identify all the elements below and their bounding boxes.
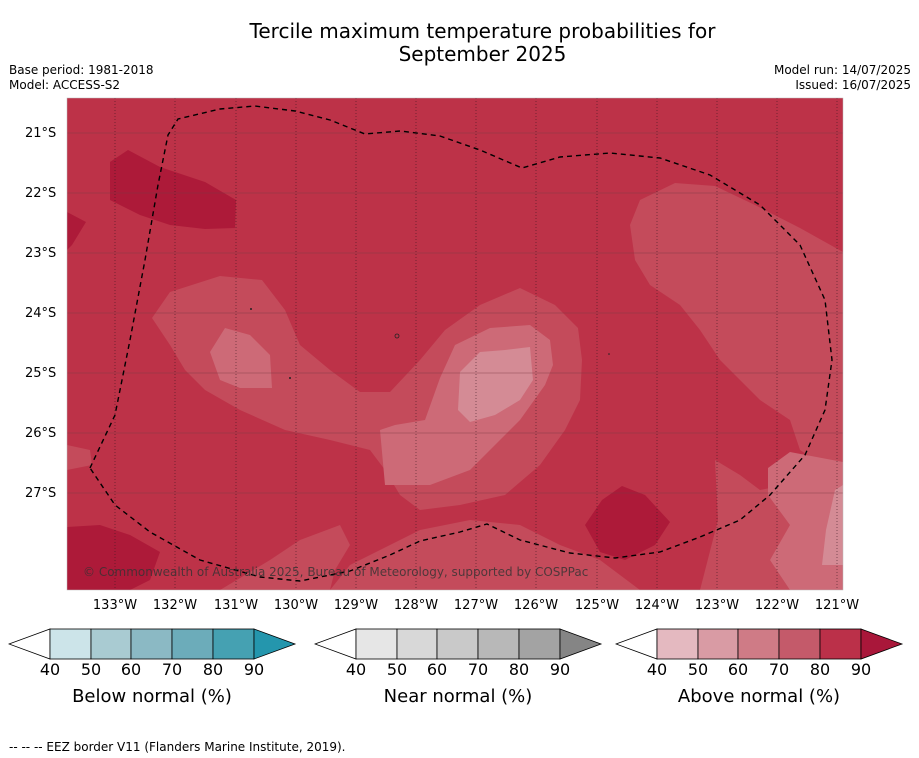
lon-label: 131°W	[213, 598, 259, 613]
title-line-2: September 2025	[398, 42, 567, 66]
cbar-near-over	[559, 628, 603, 660]
lon-label: 132°W	[152, 598, 198, 613]
cbar-tick: 40	[646, 660, 668, 679]
lat-label: 23°S	[25, 246, 57, 261]
graticule	[67, 132, 843, 494]
colorbar-title-below: Below normal (%)	[72, 686, 232, 707]
cbar-tick: 60	[426, 660, 448, 679]
lat-label: 25°S	[25, 366, 57, 381]
lat-label: 21°S	[25, 126, 57, 141]
cbar-tick: 50	[80, 660, 102, 679]
level-50-center-core	[458, 347, 533, 422]
cbar-tick: 70	[161, 660, 183, 679]
copyright-credit: © Commonwealth of Australia 2025, Bureau…	[83, 565, 589, 579]
level-90-patch-southwest	[67, 525, 160, 590]
cbar-below-under	[8, 628, 51, 660]
cbar-tick: 60	[120, 660, 142, 679]
level-70-south-strip	[330, 520, 640, 590]
cbar-tick: 90	[549, 660, 571, 679]
level-90-patch-northwest	[110, 150, 236, 229]
cbar-below-seg	[49, 628, 92, 660]
colorbar-below-normal	[8, 628, 297, 660]
colorbar-title-above: Above normal (%)	[677, 686, 841, 707]
chart-title: Tercile maximum temperature probabilitie…	[0, 20, 919, 66]
meridians	[114, 98, 838, 590]
model-run: Model run: 14/07/2025	[773, 63, 911, 77]
level-50-southeast-edge	[822, 485, 843, 565]
cbar-above-seg	[819, 628, 862, 660]
lat-label: 27°S	[25, 486, 57, 501]
cbar-tick: 40	[345, 660, 367, 679]
lon-label: 124°W	[634, 598, 680, 613]
cbar-tick: 80	[508, 660, 530, 679]
lon-label: 130°W	[273, 598, 319, 613]
cbar-near-seg	[355, 628, 398, 660]
lon-label: 133°W	[92, 598, 138, 613]
cbar-above-over	[860, 628, 904, 660]
map-fill-layer	[67, 98, 843, 590]
eez-border	[89, 105, 833, 582]
cbar-above-seg	[697, 628, 739, 660]
cbar-below-seg	[212, 628, 255, 660]
cbar-tick: 60	[727, 660, 749, 679]
colorbar-near-normal	[314, 628, 603, 660]
lon-label: 121°W	[814, 598, 860, 613]
cbar-near-seg	[436, 628, 479, 660]
lat-label: 26°S	[25, 426, 57, 441]
meta-right: Model run: 14/07/2025 Issued: 16/07/2025	[774, 63, 911, 93]
cbar-tick: 70	[768, 660, 790, 679]
level-90-patch-west-edge	[67, 212, 86, 250]
lon-label: 125°W	[574, 598, 620, 613]
level-70-southwest-edge	[67, 445, 92, 470]
lon-label: 126°W	[513, 598, 559, 613]
cbar-above-seg	[778, 628, 821, 660]
cbar-below-seg	[90, 628, 132, 660]
lon-label: 122°W	[754, 598, 800, 613]
cbar-tick: 40	[39, 660, 61, 679]
cbar-below-seg	[171, 628, 214, 660]
islands	[250, 308, 610, 379]
cbar-tick: 90	[850, 660, 872, 679]
meta-left: Base period: 1981-2018 Model: ACCESS-S2	[9, 63, 154, 93]
lat-label: 24°S	[25, 306, 57, 321]
title-line-1: Tercile maximum temperature probabilitie…	[249, 19, 716, 43]
lon-label: 129°W	[333, 598, 379, 613]
cbar-tick: 80	[809, 660, 831, 679]
cbar-tick: 80	[202, 660, 224, 679]
lat-label: 22°S	[25, 186, 57, 201]
cbar-near-seg	[396, 628, 438, 660]
eez-legend-note: -- -- -- EEZ border V11 (Flanders Marine…	[9, 740, 346, 754]
cbar-tick: 50	[386, 660, 408, 679]
lon-label: 128°W	[393, 598, 439, 613]
issued-date: Issued: 16/07/2025	[795, 78, 911, 92]
lon-label: 123°W	[694, 598, 740, 613]
cbar-above-seg	[656, 628, 699, 660]
lon-label: 127°W	[453, 598, 499, 613]
base-period: Base period: 1981-2018	[9, 63, 154, 77]
colorbar-title-near: Near normal (%)	[383, 686, 533, 707]
cbar-near-seg	[518, 628, 561, 660]
cbar-below-over	[253, 628, 297, 660]
cbar-tick: 50	[687, 660, 709, 679]
cbar-tick: 70	[467, 660, 489, 679]
level-90-patch-southeast	[585, 486, 670, 560]
cbar-below-seg	[130, 628, 173, 660]
cbar-above-seg	[737, 628, 780, 660]
colorbar-above-normal	[615, 628, 904, 660]
cbar-near-under	[314, 628, 357, 660]
level-70-south-center	[220, 525, 350, 590]
map-frame	[66, 97, 844, 591]
cbar-above-under	[615, 628, 658, 660]
model-name: Model: ACCESS-S2	[9, 78, 121, 92]
cbar-near-seg	[477, 628, 520, 660]
cbar-tick: 90	[243, 660, 265, 679]
